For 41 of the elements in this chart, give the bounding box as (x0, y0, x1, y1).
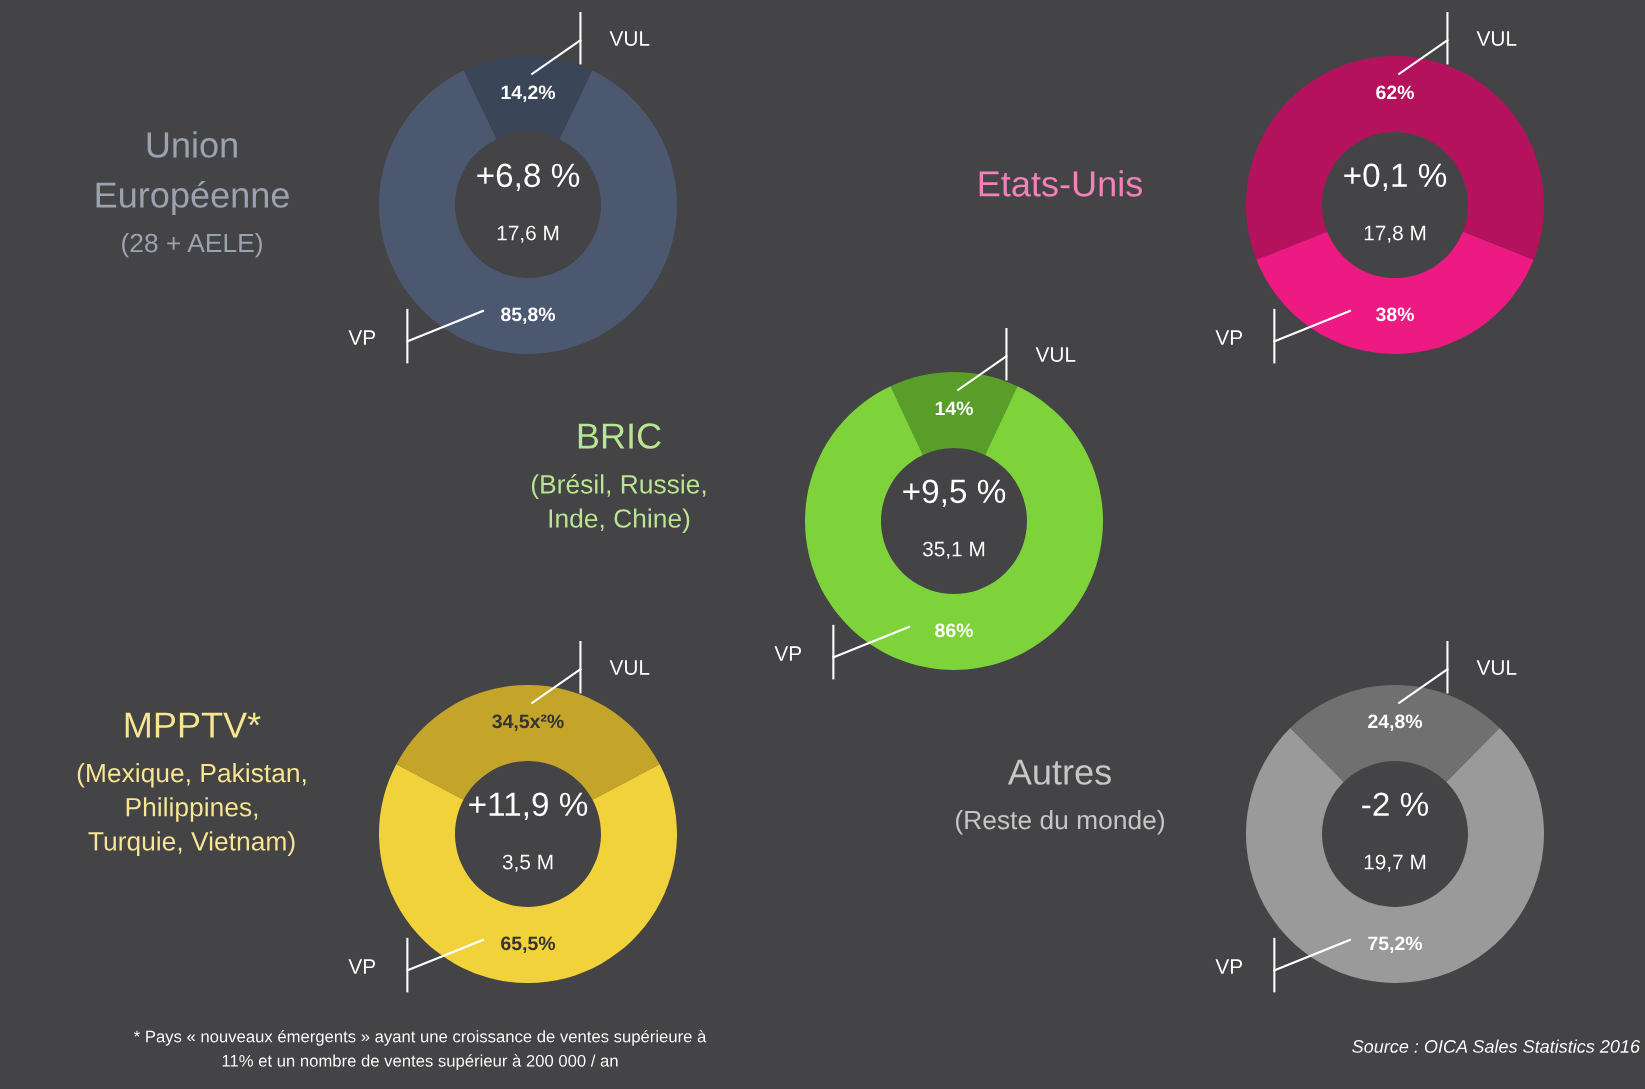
text: 35,1 M (922, 541, 985, 559)
text: (28 + AELE) (122, 233, 262, 258)
text: 19,7 M (1364, 854, 1426, 872)
slice-label: VUL (609, 31, 650, 46)
data-label: 24,8% (1368, 714, 1423, 732)
data-label: 65,5% (501, 936, 556, 954)
slice-label: VP (774, 646, 802, 661)
text: +11,9 % (469, 792, 588, 821)
text: MPPTV* (125, 712, 261, 738)
text: 17,6 M (497, 225, 559, 243)
text: 17,8 M (1364, 225, 1426, 243)
text: +6,8 % (477, 163, 580, 192)
data-label: 75,2% (1368, 936, 1423, 954)
slice-label: VUL (1476, 31, 1517, 46)
data-label: 85,8% (501, 307, 556, 325)
text: +9,5 % (903, 479, 1006, 508)
slice-label: VP (348, 959, 376, 974)
text: Autres (1007, 759, 1111, 785)
slice-label: VP (1215, 330, 1243, 345)
source-note: Source : OICA Sales Statistics 2016 (1352, 1039, 1641, 1053)
data-label: 14,2% (501, 85, 556, 103)
data-label: 34,5x²% (492, 714, 564, 732)
slice-label: VUL (1035, 347, 1076, 362)
text: * Pays « nouveaux émergents » ayant une croissance de ventes supérieure à 11% et un nombre de ventes supérieur à 200 000 / an (134, 1029, 707, 1071)
slice-label: VUL (609, 660, 650, 675)
text: BRIC (578, 423, 661, 449)
text: Etats-Unis (979, 170, 1142, 197)
text: (Reste du monde) (956, 810, 1164, 835)
text: 3,5 M (502, 854, 553, 872)
data-label: 86% (935, 623, 973, 638)
text: (Brésil, Russie, Inde, Chine) (531, 473, 706, 534)
text: -2 % (1362, 792, 1429, 816)
text: (Mexique, Pakistan, Philippines, Turquie, Vietnam) (77, 763, 306, 856)
slice-label: VP (1215, 959, 1243, 974)
data-label: 14% (935, 401, 973, 416)
text: Union Européenne (96, 131, 289, 215)
text: +0,1 % (1344, 163, 1447, 192)
slice-label: VP (348, 330, 376, 345)
data-label: 62% (1376, 85, 1414, 100)
slice-label: VUL (1476, 660, 1517, 675)
data-label: 38% (1375, 307, 1414, 322)
